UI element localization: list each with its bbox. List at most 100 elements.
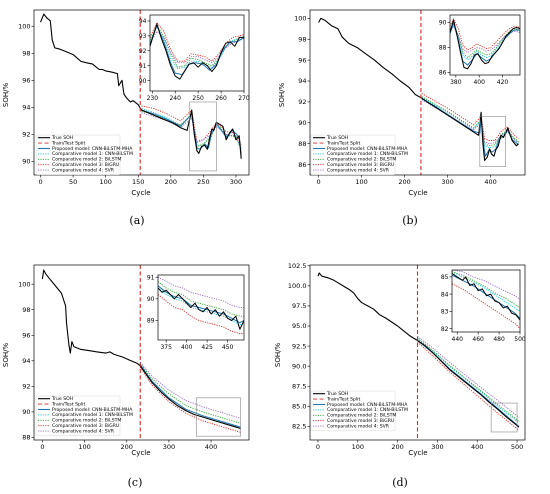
panel-b-series-m2 [421,96,519,147]
panel-d-xtick-label: 400 [471,443,483,451]
panel-c-xtick-label: 300 [163,443,175,451]
panel-c-ytick-label: 94 [22,357,30,365]
panel-d-ytick-label: 100.0 [288,282,307,290]
panel-c-inset-frame [157,274,245,341]
panel-c-xlabel: Cycle [131,449,150,457]
panel-d-label: (d) [392,476,408,489]
panel-a-xlabel: Cycle [131,189,150,197]
panel-a-inset-ytick-label: 94 [139,18,147,25]
panel-c-inset: 375 400 425 450 89 90 91 [147,274,245,351]
panel-a-series-m3 [141,105,242,146]
panel-d-inset-series-group [452,270,520,329]
panel-c-ytick-label: 92 [22,383,30,391]
panel-c-inset-xtick-label: 375 [160,344,172,351]
panel-c-xtick-label: 100 [78,443,90,451]
panel-b-inset-ytick-label: 88 [439,45,447,52]
panel-a-ytick-label: 90 [22,158,30,166]
panel-b-inset-xtick-label: 400 [473,79,485,86]
panel-d-inset-ytick-label: 85 [441,274,449,281]
panel-c-ylabel: SOH/% [2,343,10,368]
panel-a-xtick-label: 300 [230,178,242,186]
panel-d-xlabel: Cycle [408,449,427,457]
panel-d-inset-ytick-label: 82 [441,326,449,333]
panel-c-ytick-label: 96 [22,331,30,339]
panel-a-xtick-label: 100 [99,178,111,186]
panel-d-legend-label-true: True SOH [326,391,348,397]
panel-c-zoom-box [196,397,241,437]
panel-a-inset-series-true-soh [150,23,244,80]
panel-d-xtick-label: 500 [511,443,523,451]
panel-b-inset-series-group [450,18,520,70]
panel-a-xtick-label: 50 [69,178,77,186]
panel-d-legend-label-m4: Comparative model 4: SVR [327,423,390,429]
panel-a-inset-series-m1 [150,26,244,70]
panel-a-series-m2 [141,110,242,150]
panel-c-ytick-label: 88 [22,434,30,442]
panel-b: 0 100 200 300 400 86 88 90 92 94 96 98 100 380 400 420 8… [278,9,526,227]
panel-b-xtick-label: 100 [355,178,367,186]
panel-c-xtick-label: 0 [40,443,44,451]
panel-c-series-proposed [139,364,241,428]
panel-c-ytick-label: 98 [22,306,30,314]
panel-a-inset-ytick-label: 92 [139,48,147,55]
panel-a-ytick-label: 96 [22,77,30,85]
panel-c-frame [33,264,250,441]
panel-d-inset-ytick-label: 83 [441,309,449,316]
panel-d-ytick-label: 95.0 [292,322,306,330]
panel-d-legend-label-m1: Comparative model 1: CNN-BiLSTM [327,407,408,413]
panel-a-inset-plot-area [150,15,244,91]
panel-c-series-m2 [139,363,241,424]
panel-d-ytick-label: 87.5 [292,382,306,390]
panel-d-series-true-soh [317,272,520,428]
panel-d-series-group [317,272,520,431]
panel-b-ytick-label: 96 [298,56,306,64]
panel-d-inset-xtick-label: 480 [493,336,505,343]
panel-b-xtick-label: 0 [317,178,321,186]
panel-b-legend-label-split: Train/Test Split [326,140,360,146]
panel-c-inset-series-m4 [158,276,244,308]
panel-d-xtick-label: 300 [431,443,443,451]
panel-d-legend-label-split: Train/Test Split [326,396,360,402]
panel-d-ytick-label: 102.5 [288,262,307,270]
panel-c-series-group [41,269,241,433]
panel-c-legend-label-m4: Comparative model 4: SVR [52,428,115,434]
panel-a-inset-series-group [150,22,244,80]
panel-a-inset-series-proposed [150,24,244,76]
panel-c-inset-plot-area [158,275,244,340]
panel-c-series-m3 [139,366,241,433]
panel-d-series-m1 [417,338,520,424]
panel-a-inset-xtick-label: 260 [215,95,227,102]
panel-a-ylabel: SOH/% [2,83,10,108]
panel-a-inset-xtick-label: 270 [238,95,250,102]
panel-b-frame [309,9,526,176]
panel-a-legend-label-m3: Comparative model 3: BiGRU [52,162,119,168]
panel-d-inset: 440 460 480 500 82 83 84 85 [441,269,526,343]
panel-c-label: (c) [128,476,143,489]
panel-a-xtick-label: 200 [165,178,177,186]
panel-b-xtick-label: 200 [398,178,410,186]
panel-d-inset-ytick-label: 84 [441,291,449,298]
panel-a-inset-ytick-label: 91 [139,63,147,70]
panel-a-frame [33,9,250,176]
panel-b-legend-label-m4: Comparative model 4: SVR [327,167,390,173]
panel-a: 0 50 100 150 200 250 300 90 92 94 96 98 100 230 240 250… [2,9,250,227]
panel-a-legend-label-split: Train/Test Split [51,140,85,146]
panel-b-inset-xtick-label: 380 [450,79,462,86]
panel-d-ytick-label: 90.0 [292,362,306,370]
panel-b-ytick-label: 100 [294,15,306,23]
panel-a-ytick-label: 98 [22,49,30,57]
panel-c: 0 100 200 300 400 88 90 92 94 96 98 100 375 400 425 450… [2,264,250,489]
panel-a-xtick-label: 250 [197,178,209,186]
panel-a-ytick-label: 100 [18,22,30,30]
panel-b-inset-xtick-label: 420 [497,79,509,86]
panel-a-xtick-label: 150 [132,178,144,186]
panel-b-legend-label-m2: Comparative model 2: BiLSTM [327,157,396,163]
panel-a-legend-label-proposed: Proposed model: CNN-BiLSTM-MHA [52,146,133,152]
panel-b-legend-label-m3: Comparative model 3: BiGRU [327,162,394,168]
panel-b-ytick-label: 90 [298,119,306,127]
panel-d-xtick-label: 200 [391,443,403,451]
